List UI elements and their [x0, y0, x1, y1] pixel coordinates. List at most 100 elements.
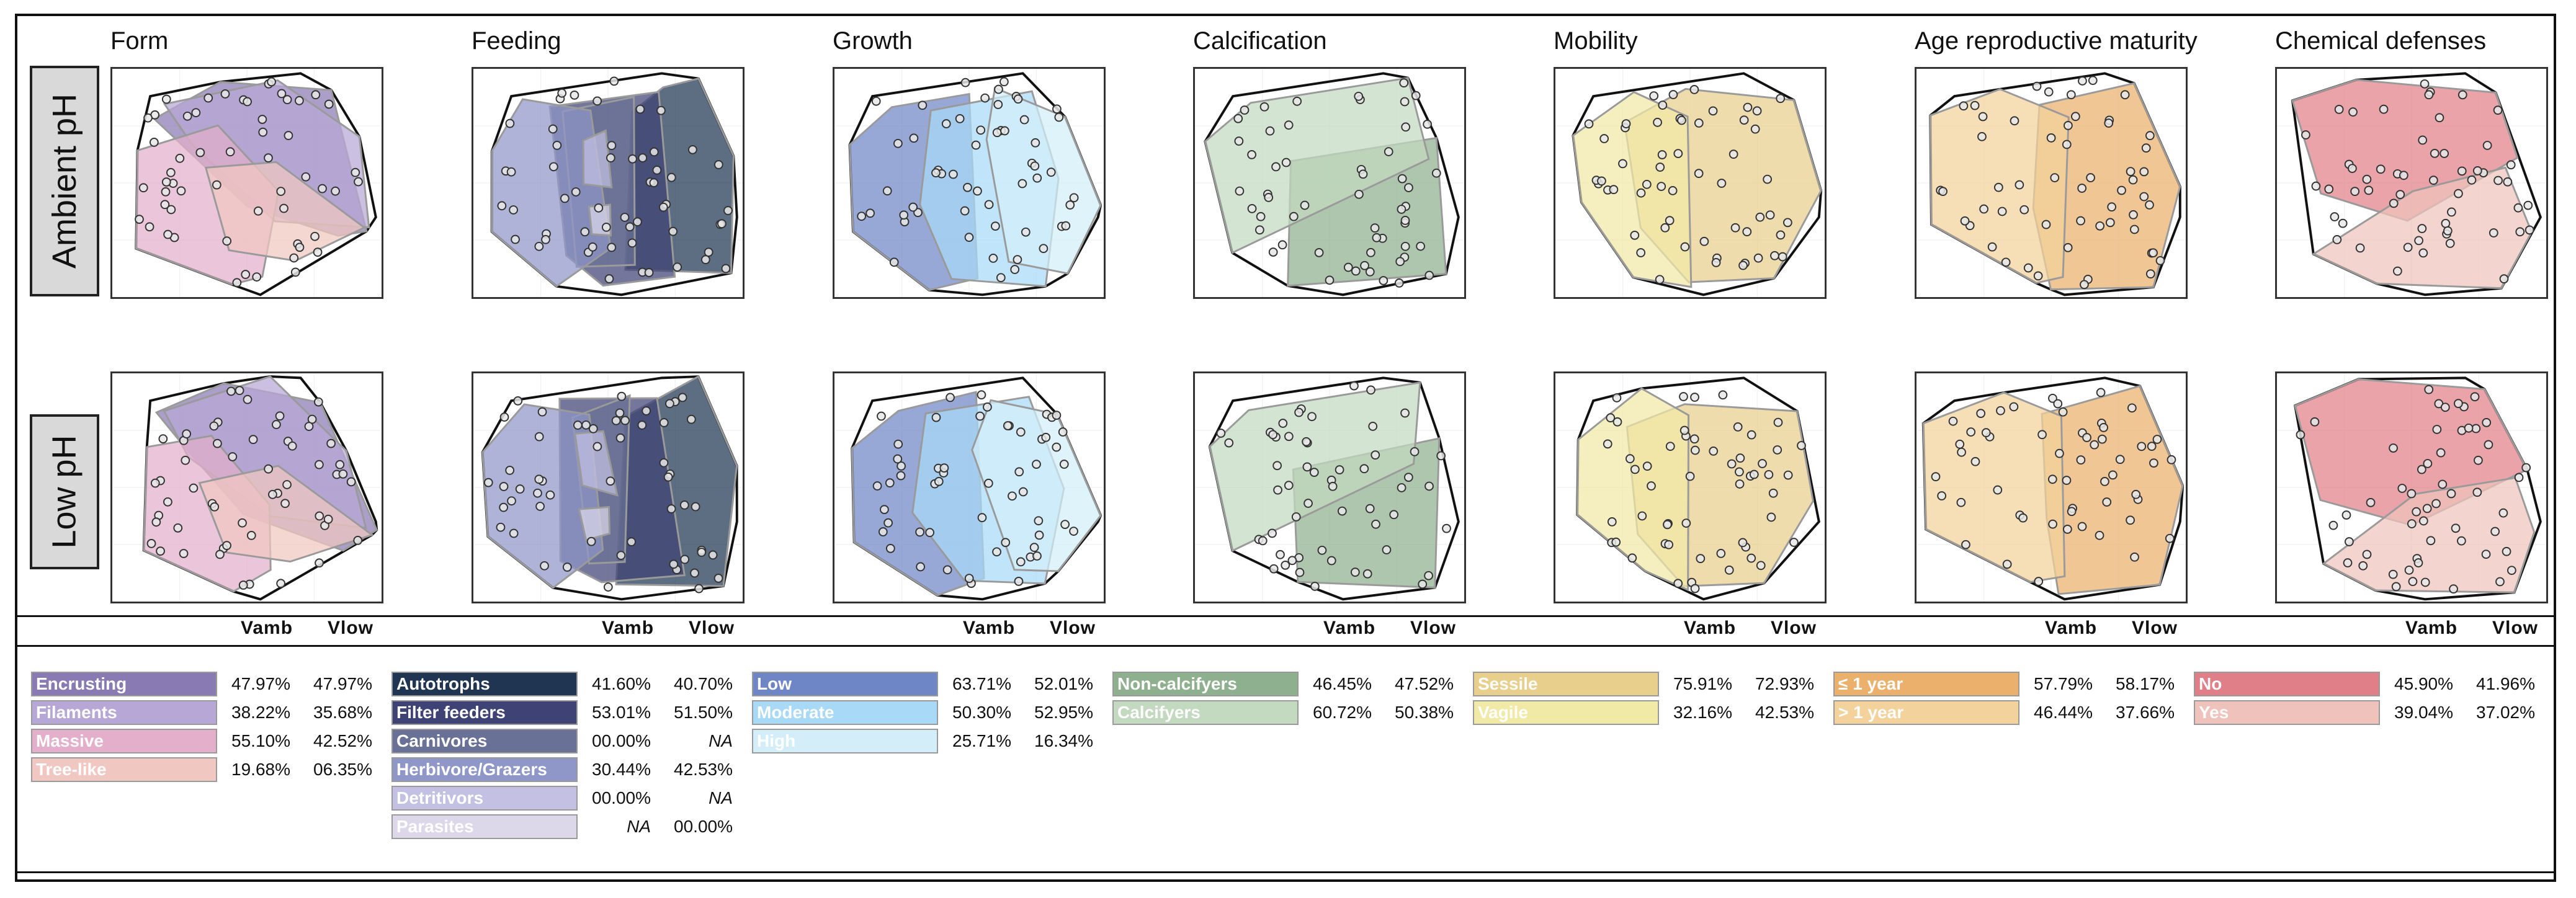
- species-point: [971, 140, 981, 150]
- species-point: [909, 133, 919, 143]
- species-point: [295, 96, 304, 105]
- species-point: [324, 99, 334, 109]
- species-point: [627, 537, 637, 547]
- species-point: [1424, 571, 1433, 580]
- species-point: [915, 527, 924, 537]
- species-point: [166, 167, 176, 177]
- species-point: [1240, 105, 1250, 115]
- species-point: [1724, 565, 1734, 575]
- species-point: [885, 478, 895, 488]
- species-point: [2413, 558, 2423, 567]
- species-point: [222, 541, 231, 551]
- species-point: [1354, 91, 1364, 101]
- species-point: [1938, 187, 1948, 197]
- species-point: [1746, 430, 1756, 440]
- species-point: [2418, 248, 2428, 258]
- species-point: [2077, 522, 2087, 531]
- species-point: [679, 500, 689, 510]
- species-point: [2408, 577, 2418, 587]
- figure-frame: [15, 14, 2556, 882]
- species-point: [1292, 96, 1302, 106]
- species-point: [1981, 428, 1991, 438]
- species-point: [686, 414, 696, 424]
- species-point: [2064, 121, 2073, 130]
- species-point: [1032, 460, 1041, 469]
- species-point: [1014, 467, 1024, 477]
- species-point: [2324, 184, 2334, 194]
- species-point: [1054, 112, 1064, 122]
- species-point: [1001, 538, 1011, 548]
- species-point: [2441, 218, 2451, 228]
- species-point: [2430, 148, 2440, 158]
- legend-swatch: Moderate: [752, 700, 938, 725]
- legend-swatch: ≤ 1 year: [1833, 672, 2019, 696]
- species-point: [2348, 164, 2357, 173]
- species-point: [1289, 211, 1299, 221]
- vlow-header-3: Vlow: [1410, 618, 1457, 638]
- species-point: [2432, 425, 2442, 434]
- species-point: [609, 76, 619, 86]
- species-point: [644, 268, 654, 277]
- plot-low-5: [1915, 371, 2188, 603]
- species-point: [213, 438, 222, 448]
- species-point: [2080, 280, 2089, 290]
- species-point: [2104, 118, 2114, 128]
- species-point: [1738, 260, 1748, 270]
- legend-swatch: Filter feeders: [391, 700, 578, 725]
- legend-row: Autotrophs 41.60% 40.70%: [391, 672, 739, 696]
- plot-svg: [112, 373, 382, 602]
- species-point: [1018, 487, 1028, 497]
- legend-swatch: Parasites: [391, 814, 578, 839]
- species-point: [1343, 262, 1353, 272]
- species-point: [2389, 198, 2399, 208]
- species-point: [606, 153, 615, 162]
- species-point: [2464, 423, 2474, 433]
- species-point: [235, 386, 244, 396]
- species-point: [1783, 470, 1793, 480]
- legend-row: Moderate 50.30% 52.95%: [752, 700, 1099, 725]
- species-point: [1304, 499, 1313, 508]
- species-point: [1030, 161, 1040, 171]
- species-point: [1268, 528, 1277, 538]
- vamb-value: 46.45%: [1313, 674, 1372, 693]
- species-point: [939, 463, 949, 473]
- vamb-value: 30.44%: [592, 760, 651, 779]
- species-point: [616, 551, 626, 560]
- legend-row: Sessile 75.91% 72.93%: [1473, 672, 1820, 696]
- trait-hull-high: [971, 399, 1102, 572]
- legend-swatch: > 1 year: [1833, 700, 2019, 725]
- species-point: [973, 186, 982, 196]
- species-point: [1758, 459, 1767, 468]
- species-point: [2002, 559, 2012, 569]
- species-point: [354, 177, 363, 187]
- species-point: [284, 131, 293, 140]
- species-point: [606, 476, 615, 486]
- species-point: [1729, 149, 1738, 159]
- species-point: [2048, 519, 2057, 529]
- species-point: [2149, 248, 2158, 258]
- species-point: [326, 438, 336, 448]
- species-point: [1371, 450, 1380, 460]
- species-point: [570, 90, 579, 100]
- species-point: [2099, 422, 2108, 432]
- species-point: [1606, 413, 1616, 423]
- plot-svg: [834, 373, 1104, 602]
- species-point: [537, 407, 547, 417]
- legend-row: Filaments 38.22% 35.68%: [31, 700, 378, 725]
- species-point: [571, 187, 581, 197]
- species-point: [315, 460, 324, 469]
- species-point: [1966, 427, 1976, 437]
- species-point: [941, 119, 951, 128]
- species-point: [1264, 193, 1274, 202]
- species-point: [1400, 408, 1410, 418]
- species-point: [1770, 251, 1779, 260]
- species-point: [1717, 179, 1727, 188]
- species-point: [1247, 204, 1257, 213]
- species-point: [694, 584, 704, 593]
- plot-ambient-1: [472, 67, 745, 299]
- species-point: [2523, 200, 2533, 210]
- vlow-value: 42.53%: [674, 760, 733, 779]
- species-point: [496, 522, 506, 532]
- species-point: [2046, 133, 2056, 143]
- species-point: [310, 231, 320, 241]
